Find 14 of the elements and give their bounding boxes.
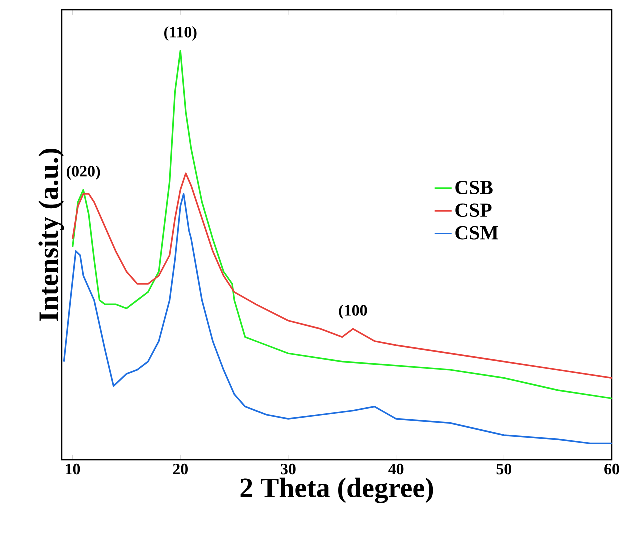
legend-label: CSP bbox=[456, 204, 492, 218]
x-tick-label: 60 bbox=[604, 464, 620, 475]
annotation: (110) bbox=[164, 26, 197, 41]
annotation: (020) bbox=[67, 166, 100, 180]
x-tick-label: 50 bbox=[496, 464, 512, 475]
y-axis-title: Intensity (a.u.) bbox=[38, 149, 64, 322]
annotation: (100 bbox=[339, 304, 368, 320]
legend-label: CSB bbox=[456, 181, 493, 194]
x-tick-label: 30 bbox=[281, 464, 296, 475]
x-tick-label: 20 bbox=[173, 464, 188, 475]
x-tick-label: 10 bbox=[66, 464, 80, 475]
x-tick-label: 40 bbox=[388, 464, 404, 475]
legend-label: CSM bbox=[456, 226, 498, 240]
x-axis-title: 2 Theta (degree) bbox=[240, 478, 434, 504]
